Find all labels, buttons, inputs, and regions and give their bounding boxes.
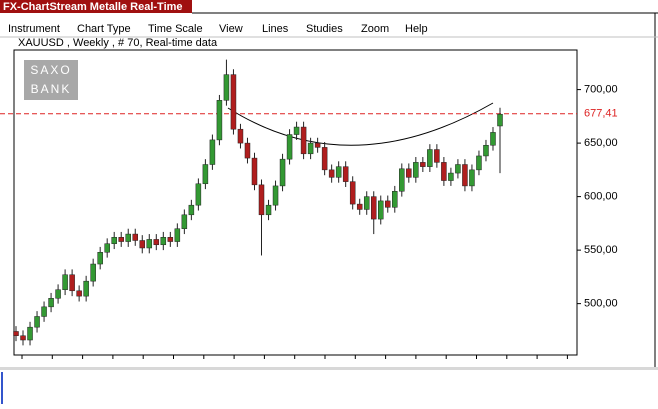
candle-body	[139, 240, 146, 249]
candle-body	[20, 335, 26, 341]
candle-body	[181, 214, 188, 229]
candle-body	[441, 162, 447, 181]
candle-body	[406, 168, 412, 178]
menu-item[interactable]: Zoom	[361, 23, 389, 35]
window-title: FX-ChartStream Metalle Real-Time	[3, 1, 183, 13]
candle-body	[132, 233, 138, 241]
candle-body	[448, 172, 454, 181]
menu-item[interactable]: Time Scale	[148, 23, 203, 35]
candle-body	[272, 185, 279, 206]
candle-body	[118, 237, 124, 242]
menu-item[interactable]: Help	[405, 23, 428, 35]
reference-label: 677,41	[584, 108, 618, 120]
menu-item[interactable]: View	[219, 23, 243, 35]
menu-item[interactable]: Lines	[262, 23, 289, 35]
y-tick-label: 500,00	[584, 298, 618, 310]
candle-body	[69, 274, 75, 292]
candle-body	[153, 239, 160, 246]
candle-body	[462, 164, 468, 187]
candle-body	[300, 126, 307, 155]
candle-body	[342, 166, 349, 182]
candle-body	[279, 158, 286, 187]
candle-body	[195, 183, 202, 206]
candle-body	[293, 126, 300, 135]
candle-body	[328, 169, 335, 178]
candle-body	[392, 191, 398, 208]
y-tick-label: 700,00	[584, 84, 618, 96]
candle-body	[469, 169, 475, 187]
candle-body	[497, 113, 503, 127]
candle-body	[188, 204, 195, 216]
candle-body	[483, 144, 489, 157]
menu-item[interactable]: Instrument	[8, 23, 60, 35]
candle-body	[476, 155, 482, 171]
candle-body	[104, 243, 110, 253]
candle-body	[349, 181, 356, 205]
candle-body	[55, 289, 61, 299]
candle-body	[174, 228, 181, 242]
candle-body	[223, 74, 230, 101]
candle-body	[27, 326, 33, 341]
logo	[24, 60, 78, 100]
candle-body	[111, 237, 117, 244]
candle-body	[237, 128, 244, 144]
candle-body	[41, 306, 47, 317]
plot-frame	[13, 49, 578, 356]
menu-bar: Instrument Chart Type Time Scale View Lines S…	[0, 23, 658, 38]
candle-body	[258, 184, 265, 216]
candle-body	[202, 164, 209, 185]
candle-body	[413, 162, 419, 178]
candle-body	[125, 233, 131, 242]
candle-body	[209, 139, 216, 165]
logo-text: SAXO	[30, 63, 71, 77]
candle-body	[76, 290, 82, 297]
candle-body	[286, 134, 293, 160]
candle-body	[434, 149, 440, 163]
candle-body	[385, 200, 391, 208]
candle-body	[230, 74, 237, 130]
candle-body	[335, 166, 342, 178]
y-tick-label: 600,00	[584, 191, 618, 203]
candle-body	[455, 164, 461, 174]
candle-body	[363, 196, 370, 210]
chart-subtitle: XAUUSD , Weekly , # 70, Real-time data	[18, 37, 218, 49]
candle-body	[420, 162, 426, 167]
menu-item[interactable]: Studies	[306, 23, 343, 35]
candle-body	[160, 237, 167, 246]
candle-body	[321, 147, 328, 171]
candle-body	[490, 132, 496, 146]
candle-body	[167, 237, 174, 242]
status-separator	[0, 367, 658, 370]
candle-body	[244, 142, 251, 159]
candle-body	[62, 274, 68, 290]
candle-body	[427, 149, 433, 167]
candle-body	[378, 200, 384, 220]
candle-body	[307, 142, 314, 155]
cup-curve	[227, 102, 494, 146]
candle-body	[399, 168, 405, 192]
candle-body	[216, 100, 223, 141]
candle-body	[314, 142, 321, 148]
candle-body	[90, 263, 96, 282]
candle-body	[146, 239, 153, 249]
candle-body	[265, 204, 272, 216]
y-tick-label: 650,00	[584, 137, 618, 149]
candle-body	[251, 157, 258, 186]
candle-body	[34, 316, 40, 328]
candle-body	[48, 298, 54, 308]
candle-body	[83, 280, 89, 297]
candle-body	[13, 331, 19, 336]
logo-text: BANK	[31, 82, 72, 96]
candle-body	[370, 196, 377, 220]
candle-body	[97, 252, 103, 265]
candle-body	[356, 203, 363, 210]
menu-item[interactable]: Chart Type	[77, 23, 131, 35]
y-tick-label: 550,00	[584, 244, 618, 256]
title-bar	[0, 0, 192, 13]
